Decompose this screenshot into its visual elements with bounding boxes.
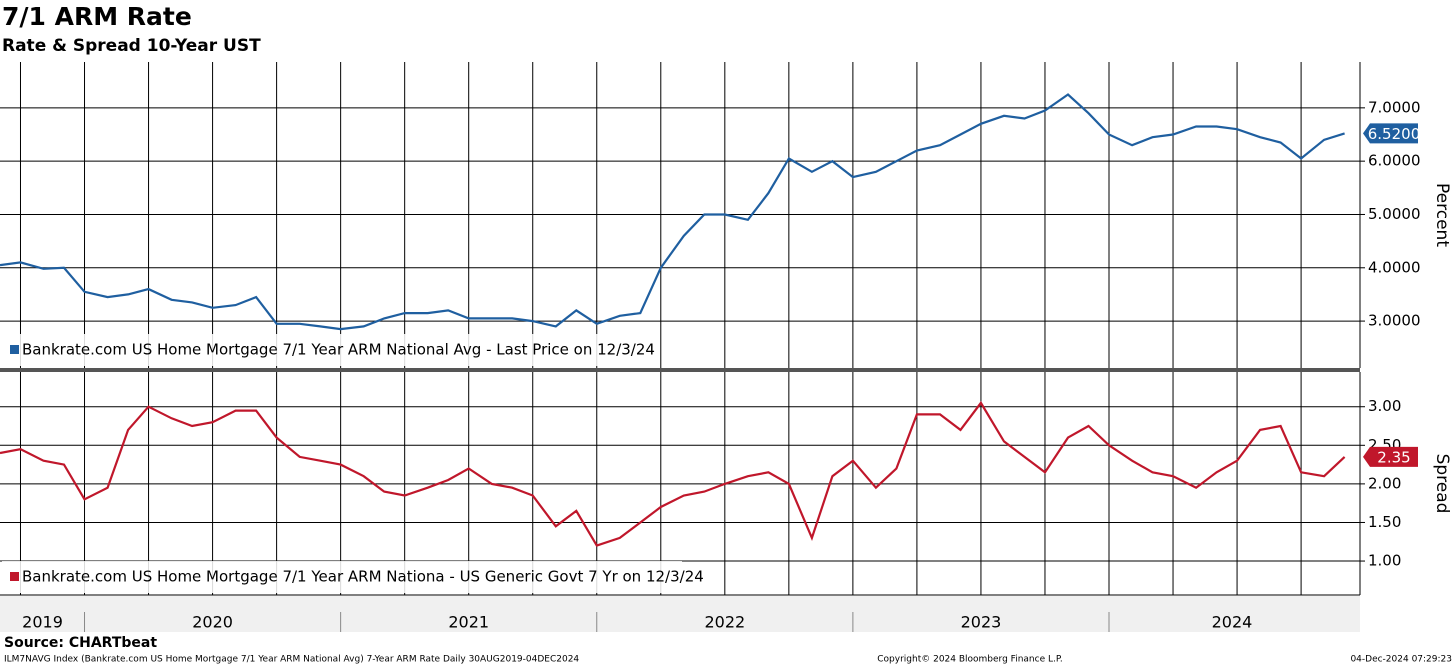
x-tick-label: 2023 — [961, 613, 1002, 632]
y-axis-label: Percent — [1432, 183, 1452, 247]
line-series — [0, 93, 1345, 331]
panel-divider — [0, 368, 1360, 372]
y-axis-label: Spread — [1432, 454, 1452, 514]
y-tick-label: 7.0000 — [1368, 98, 1421, 116]
legend-swatch — [10, 572, 19, 581]
last-value-label: 6.5200 — [1368, 125, 1421, 143]
x-axis-band — [0, 596, 1360, 632]
last-value-tag — [1363, 123, 1418, 144]
last-value-tag — [1363, 446, 1418, 467]
y-tick-label: 1.00 — [1368, 552, 1401, 570]
legend-box — [2, 334, 642, 366]
footer-left: ILM7NAVG Index (Bankrate.com US Home Mor… — [4, 655, 579, 665]
x-tick-label: 2019 — [22, 613, 63, 632]
chart-subtitle: Rate & Spread 10-Year UST — [2, 36, 261, 56]
x-tick-label: 2024 — [1212, 613, 1253, 632]
footer-center: Copyright© 2024 Bloomberg Finance L.P. — [877, 655, 1062, 665]
y-tick-label: 2.00 — [1368, 474, 1401, 492]
legend-label: Bankrate.com US Home Mortgage 7/1 Year A… — [22, 341, 655, 359]
source: Source: CHARTbeat — [4, 635, 157, 651]
x-tick-label: 2020 — [192, 613, 233, 632]
y-tick-label: 3.0000 — [1368, 312, 1421, 330]
y-tick-label: 3.00 — [1368, 397, 1401, 415]
y-tick-label: 1.50 — [1368, 513, 1401, 531]
legend-box — [2, 561, 682, 593]
last-value-label: 2.35 — [1377, 448, 1410, 466]
y-tick-label: 6.0000 — [1368, 152, 1421, 170]
chart-title: 7/1 ARM Rate — [2, 2, 192, 31]
legend-label: Bankrate.com US Home Mortgage 7/1 Year A… — [22, 568, 704, 586]
x-tick-label: 2021 — [448, 613, 489, 632]
footer-right: 04-Dec-2024 07:29:23 — [1350, 655, 1452, 665]
legend-swatch — [10, 345, 19, 354]
y-tick-label: 4.0000 — [1368, 258, 1421, 276]
line-series — [0, 400, 1346, 547]
y-tick-label: 5.0000 — [1368, 205, 1421, 223]
x-tick-label: 2022 — [704, 613, 745, 632]
